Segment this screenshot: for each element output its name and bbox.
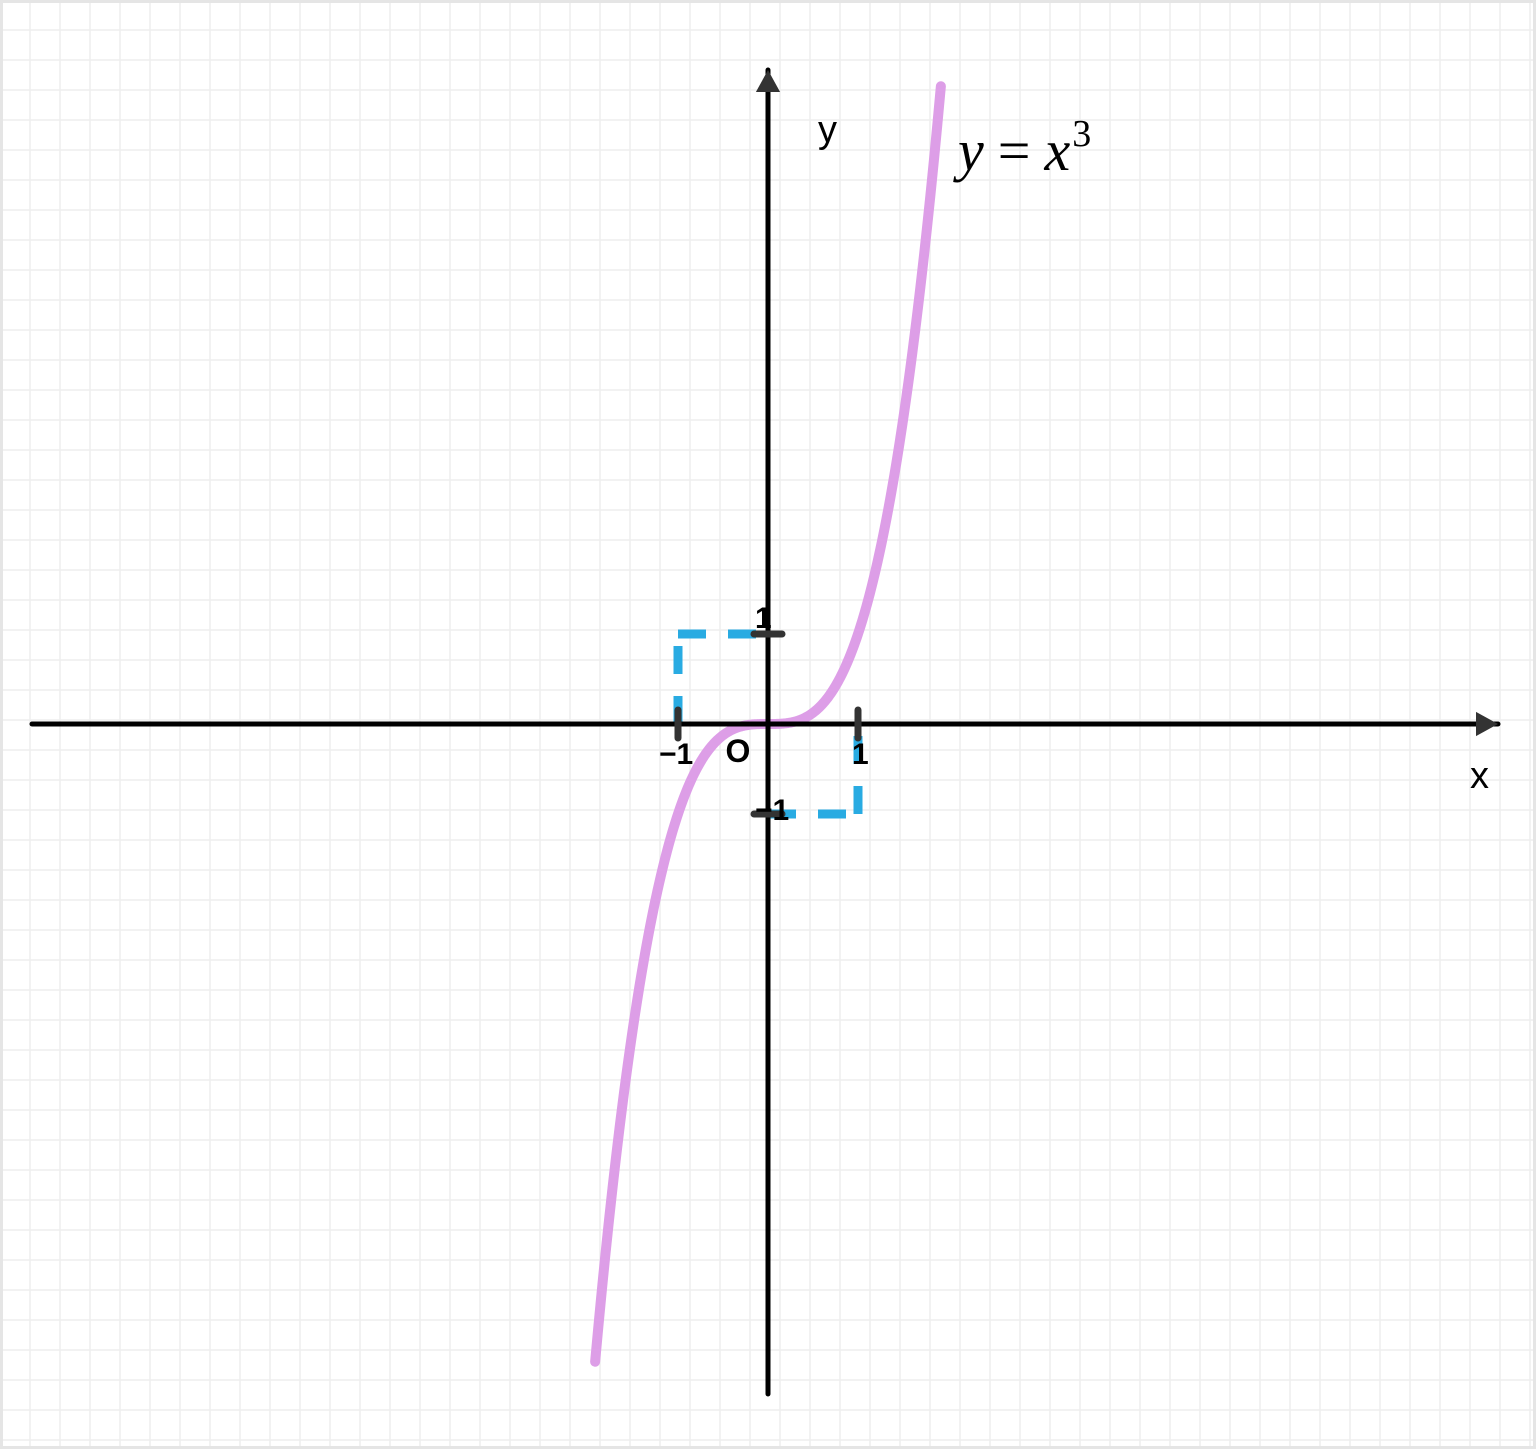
tick-label: −1 (659, 738, 693, 771)
tick-label: 1 (852, 738, 869, 771)
y-axis-label: y (818, 109, 837, 151)
tick-label: −1 (755, 794, 789, 827)
origin-label: O (726, 733, 751, 769)
tick-label: 1 (755, 602, 772, 635)
cubic-function-chart: xyO−111−1y=x3 (0, 0, 1536, 1449)
x-axis-label: x (1470, 755, 1489, 797)
